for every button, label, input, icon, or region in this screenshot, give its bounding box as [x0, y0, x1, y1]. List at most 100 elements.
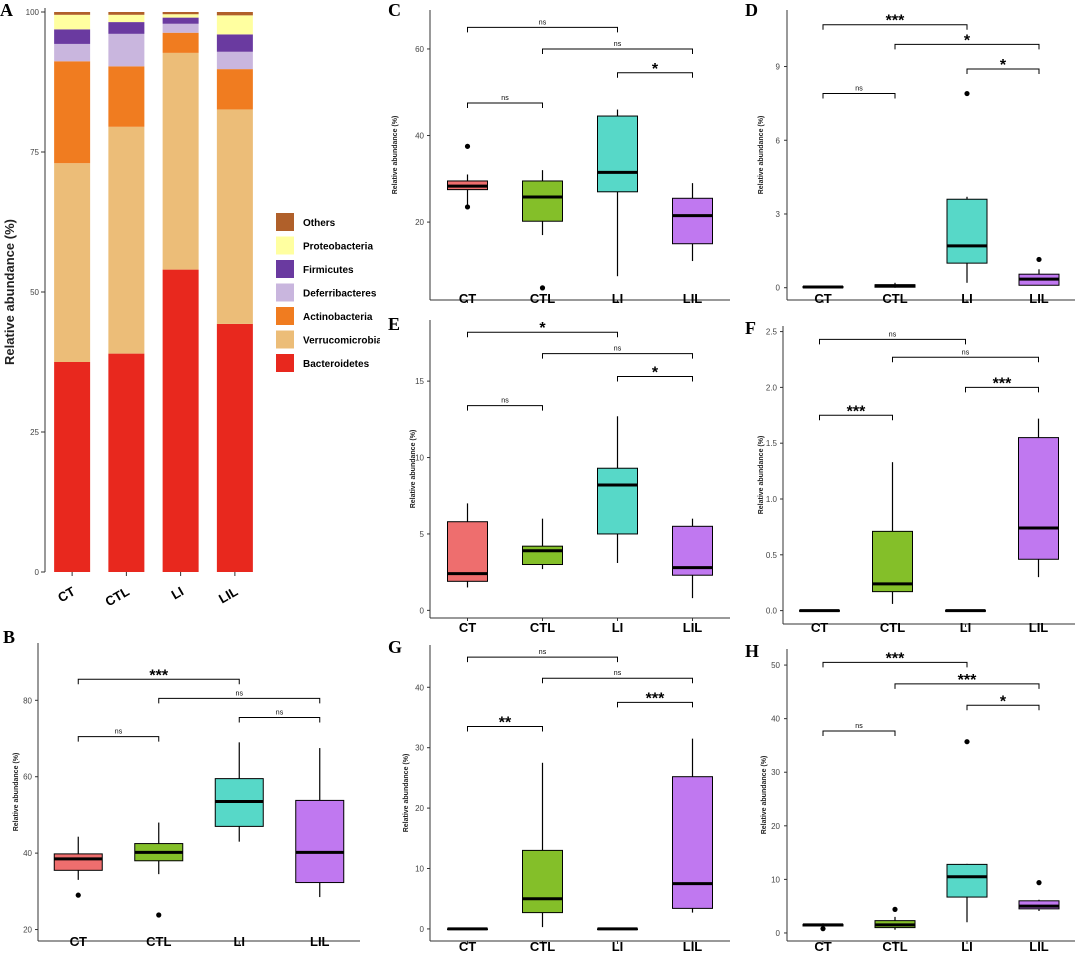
bar-segment-deferribacteres [108, 33, 145, 67]
significance-label: ns [501, 398, 509, 405]
significance-bracket [822, 24, 968, 30]
y-axis-title: Relative abundance (%) [403, 754, 410, 833]
panel-a-stacked-bar-chart: A 0 25 50 75 100 Relative abundance (%) CT CTL LI… [0, 0, 380, 609]
bar-segment-verrucomicrobia [162, 52, 199, 270]
x-tick-label: LIL [216, 584, 240, 607]
y-tick-label: 10 [415, 454, 424, 463]
legend-swatch [276, 283, 294, 302]
significance-label: ns [501, 95, 509, 102]
box-ctl [872, 530, 913, 593]
outlier-point [1036, 256, 1042, 263]
x-tick-label: LIL [1029, 620, 1049, 634]
panel-h-box-plot: H 0 10 20 30 40 50 Relative abundance (%) CT CTL L… [745, 641, 1075, 953]
outlier-point [820, 926, 826, 932]
significance-label: ns [614, 41, 622, 48]
x-tick-label: LI [960, 620, 972, 634]
legend-label: Actinobacteria [303, 312, 373, 323]
panel-c-box-plot: C 20 40 60 Relative abundance (%) CT CTL LI LIL n… [388, 0, 730, 306]
box-lil [1018, 437, 1059, 560]
significance-bracket [822, 93, 896, 99]
y-axis-title: Relative abundance (%) [761, 756, 768, 835]
box-li [946, 863, 988, 898]
x-tick-label: LIL [1029, 291, 1049, 306]
y-tick-label: 40 [23, 849, 32, 858]
legend-label: Deferribacteres [303, 289, 377, 300]
x-tick-label: CTL [146, 934, 171, 949]
significance-label: *** [993, 375, 1012, 392]
significance-label: ns [614, 670, 622, 677]
significance-bracket [892, 356, 1039, 363]
significance-label: ns [855, 723, 863, 730]
significance-bracket [467, 726, 543, 732]
significance-label: *** [886, 650, 905, 667]
outlier-point [964, 739, 970, 745]
box-ct [53, 853, 103, 871]
outlier-point [892, 906, 898, 912]
y-tick-label: 20 [771, 822, 780, 831]
significance-label: ns [115, 729, 123, 736]
bar-segment-bacteroidetes [216, 323, 253, 572]
significance-bracket [617, 701, 693, 708]
y-tick-label: 25 [30, 428, 39, 437]
panel-b-box-plot: B 20 40 60 80 Relative abundance (%) CT CTL LI LI… [3, 627, 360, 949]
outlier-point [1036, 880, 1042, 886]
significance-bracket [467, 26, 618, 33]
legend-label: Proteobacteria [303, 242, 373, 253]
significance-label: ns [614, 346, 622, 353]
significance-bracket [467, 405, 543, 411]
bar-segment-deferribacteres [54, 43, 91, 62]
legend-swatch [276, 354, 294, 372]
y-tick-label: 5 [420, 530, 425, 539]
box-li [597, 115, 638, 193]
bar-segment-bacteroidetes [108, 353, 145, 572]
x-tick-label: CT [814, 291, 831, 306]
x-tick-label: LIL [683, 620, 703, 634]
significance-label: * [539, 320, 546, 337]
bar-segment-actinobacteria [162, 32, 199, 53]
y-tick-label: 2.5 [766, 328, 778, 337]
significance-bracket [467, 331, 618, 338]
x-tick-label: LI [612, 620, 624, 634]
significance-label: ns [889, 331, 897, 338]
legend-swatch [276, 213, 294, 231]
significance-label: * [1000, 57, 1007, 74]
bar-segment-deferribacteres [216, 51, 253, 70]
outlier-point [539, 285, 546, 291]
y-axis-title: Relative abundance (%) [13, 753, 20, 832]
legend-swatch [276, 330, 294, 349]
y-tick-label: 15 [415, 377, 424, 386]
y-tick-label: 0 [420, 606, 425, 615]
significance-bracket [822, 730, 896, 736]
y-tick-label: 80 [23, 696, 32, 705]
x-tick-label: CT [55, 584, 78, 606]
y-axis-title: Relative abundance (%) [410, 430, 417, 509]
outlier-point [964, 90, 970, 97]
significance-bracket [542, 48, 693, 54]
x-tick-label: CTL [882, 939, 907, 953]
significance-bracket [77, 678, 240, 685]
box-ctl [522, 545, 563, 566]
bar-segment-verrucomicrobia [108, 126, 145, 354]
y-axis-title: Relative abundance (%) [2, 219, 17, 365]
significance-label: * [964, 32, 971, 49]
significance-label: *** [886, 13, 905, 30]
x-tick-label: CT [459, 939, 476, 953]
bar-segment-actinobacteria [108, 66, 145, 127]
significance-bracket [238, 717, 321, 723]
legend-label: Firmicutes [303, 265, 354, 276]
panel-label: H [745, 641, 759, 661]
significance-label: *** [646, 690, 665, 707]
bar-segment-others [108, 12, 145, 15]
y-tick-label: 30 [415, 744, 424, 753]
y-axis-title: Relative abundance (%) [392, 116, 399, 195]
bar-segment-firmicutes [162, 17, 199, 24]
box-lil [295, 799, 345, 884]
significance-bracket [966, 704, 1040, 711]
legend-label: Bacteroidetes [303, 359, 370, 370]
y-tick-label: 20 [415, 804, 424, 813]
significance-bracket [158, 697, 321, 704]
y-tick-label: 30 [771, 768, 780, 777]
bar-segment-proteobacteria [54, 14, 91, 30]
bar-segment-others [162, 12, 199, 15]
y-axis-title: Relative abundance (%) [758, 116, 765, 195]
